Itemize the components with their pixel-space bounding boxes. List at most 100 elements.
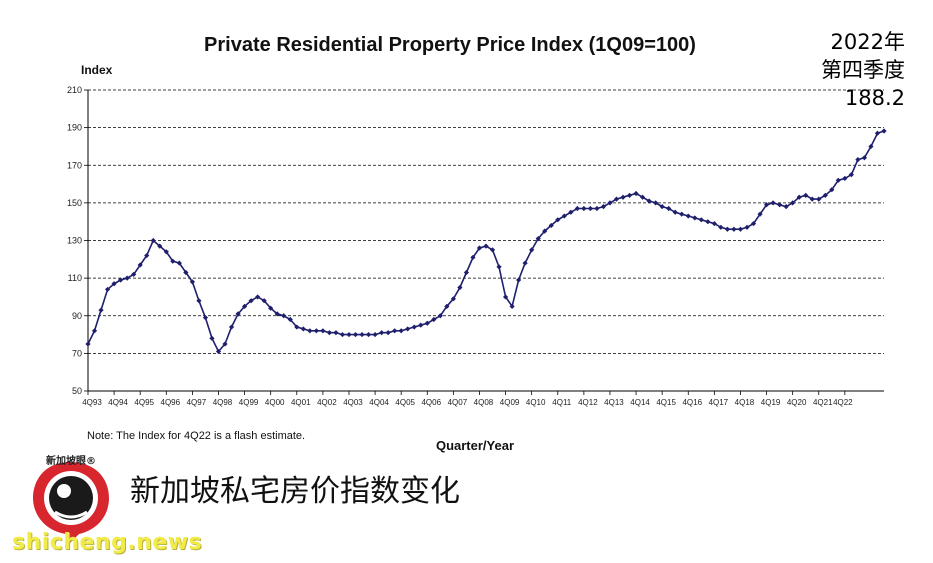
x-tick-label: 4Q21 — [813, 398, 833, 407]
data-point — [196, 298, 202, 304]
data-point — [522, 260, 528, 266]
data-point — [679, 211, 685, 217]
data-point — [502, 294, 509, 300]
y-tick-label: 50 — [72, 386, 82, 396]
data-point — [620, 194, 626, 200]
data-point — [170, 258, 176, 264]
data-point — [157, 243, 163, 249]
callout-year: 2022年 — [830, 30, 905, 54]
data-point — [613, 196, 620, 202]
data-point — [424, 320, 430, 326]
x-tick-label: 4Q06 — [421, 398, 441, 407]
data-point — [796, 194, 802, 200]
data-point — [183, 269, 189, 276]
data-point — [144, 252, 150, 259]
data-point — [757, 211, 763, 217]
data-point — [692, 215, 698, 221]
data-point — [581, 205, 587, 212]
data-point — [724, 226, 731, 232]
data-point — [646, 198, 652, 204]
data-point — [189, 279, 195, 285]
data-point — [731, 226, 737, 232]
callout-quarter: 第四季度 — [821, 58, 905, 82]
data-point — [489, 247, 496, 253]
x-tick-label: 4Q00 — [265, 398, 285, 407]
data-point — [379, 330, 385, 336]
data-point — [574, 205, 580, 212]
x-tick-label: 4Q97 — [187, 398, 207, 407]
data-point — [711, 220, 717, 227]
data-point — [91, 328, 98, 334]
data-point — [555, 217, 561, 223]
data-point — [372, 331, 378, 338]
data-point — [835, 177, 841, 183]
y-tick-label: 90 — [72, 311, 82, 321]
data-point — [98, 307, 104, 313]
series-line — [87, 130, 885, 353]
data-point — [639, 194, 646, 200]
chart-axes — [84, 89, 884, 395]
data-point — [626, 192, 633, 198]
data-point — [861, 155, 868, 161]
data-point — [653, 200, 659, 206]
y-tick-label: 110 — [68, 273, 82, 283]
data-point — [868, 143, 874, 150]
data-point — [85, 341, 91, 347]
x-tick-label: 4Q14 — [630, 398, 650, 407]
x-tick-label: 4Q98 — [213, 398, 233, 407]
data-point — [176, 260, 182, 266]
data-point — [496, 264, 502, 270]
data-point — [411, 324, 417, 330]
chart-title: Private Residential Property Price Index… — [204, 34, 696, 56]
x-tick-label: 4Q18 — [735, 398, 755, 407]
data-point — [822, 192, 828, 198]
y-tick-label: 130 — [67, 236, 82, 246]
x-tick-label: 4Q02 — [317, 398, 337, 407]
data-point — [476, 245, 483, 251]
data-point — [418, 322, 424, 328]
data-point — [803, 192, 809, 198]
data-point — [163, 249, 169, 255]
data-point — [365, 331, 372, 338]
data-point — [294, 324, 300, 330]
data-point — [268, 305, 274, 311]
eye-logo-icon — [33, 462, 109, 548]
data-point — [457, 284, 463, 291]
data-point — [829, 187, 835, 193]
data-point — [352, 331, 359, 338]
logo-text: 新加坡眼® — [46, 456, 96, 467]
data-point — [150, 237, 156, 244]
data-point — [763, 202, 770, 208]
data-point — [215, 348, 222, 355]
data-point — [313, 328, 319, 334]
x-tick-label: 4Q96 — [161, 398, 181, 407]
data-point — [790, 200, 796, 206]
x-tick-label: 4Q17 — [709, 398, 729, 407]
data-point — [685, 213, 691, 219]
data-point — [261, 298, 267, 304]
y-tick-label: 70 — [72, 348, 82, 358]
data-point — [855, 157, 861, 163]
x-tick-label: 4Q11 — [552, 398, 572, 407]
x-tick-label: 4Q07 — [448, 398, 468, 407]
data-point — [874, 130, 881, 136]
x-tick-label: 4Q10 — [526, 398, 546, 407]
data-point — [535, 236, 541, 242]
data-point — [783, 204, 789, 210]
x-tick-label: 4Q94 — [108, 398, 128, 407]
data-point — [392, 328, 398, 334]
data-point — [398, 328, 404, 334]
data-point — [666, 205, 672, 212]
data-point — [659, 204, 665, 210]
data-point — [326, 330, 333, 336]
data-point — [607, 200, 613, 206]
data-point — [848, 172, 854, 178]
x-tick-label: 4Q93 — [82, 398, 102, 407]
x-tick-label: 4Q05 — [395, 398, 415, 407]
data-point — [300, 326, 306, 332]
data-point — [320, 328, 326, 334]
watermark-text: shicheng.news — [12, 530, 203, 555]
data-point — [509, 303, 515, 309]
flash-estimate-note: Note: The Index for 4Q22 is a flash esti… — [87, 430, 306, 442]
